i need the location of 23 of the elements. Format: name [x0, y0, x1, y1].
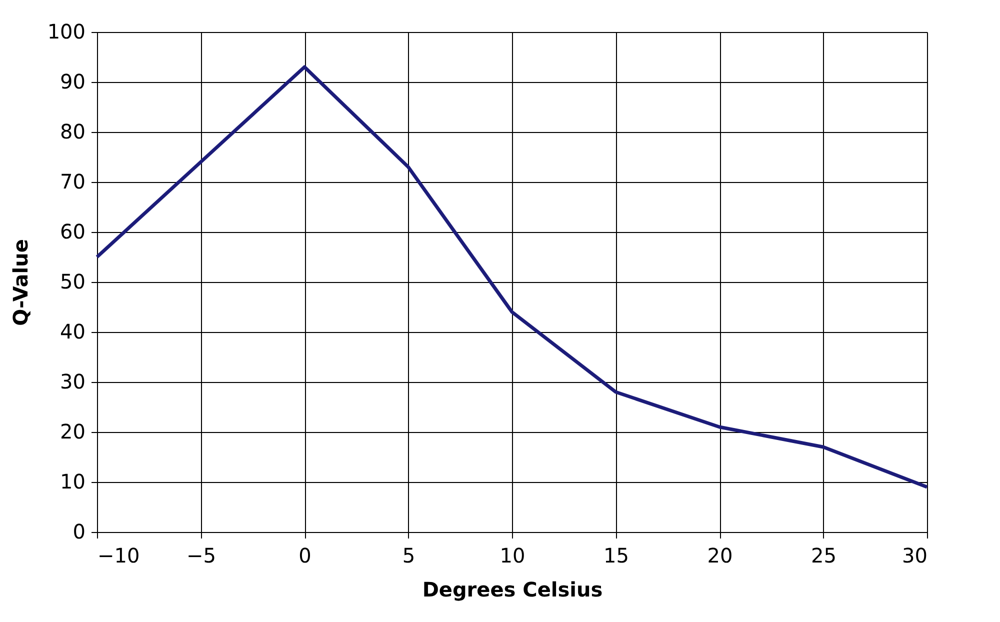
y-tick-label: 60 [60, 220, 86, 244]
line-series [95, 65, 929, 489]
y-tick-label: 0 [72, 520, 86, 544]
x-tick-label: 10 [500, 544, 526, 568]
x-tick-label: 0 [298, 544, 312, 568]
y-tick-label: 40 [60, 320, 86, 344]
x-tick-label: 5 [402, 544, 416, 568]
x-tick-label: 25 [811, 544, 836, 568]
x-tick-label: −10 [98, 544, 140, 568]
y-tick-label: 80 [60, 120, 86, 144]
y-tick-label: 90 [60, 70, 86, 94]
y-tick-label: 30 [60, 370, 86, 394]
y-tick-label: 70 [60, 170, 86, 194]
x-tick-label: 15 [604, 544, 629, 568]
x-tick-label: −5 [186, 544, 216, 568]
x-axis-title: Degrees Celsius [422, 578, 603, 602]
y-tick-label: 10 [60, 470, 86, 494]
y-tick-label: 100 [47, 20, 86, 44]
y-tick-label: 20 [60, 420, 86, 444]
y-axis-title: Q-Value [8, 239, 32, 326]
y-tick-label: 50 [60, 270, 86, 294]
x-tick-label: 20 [707, 544, 733, 568]
x-tick-label: 30 [902, 544, 928, 568]
